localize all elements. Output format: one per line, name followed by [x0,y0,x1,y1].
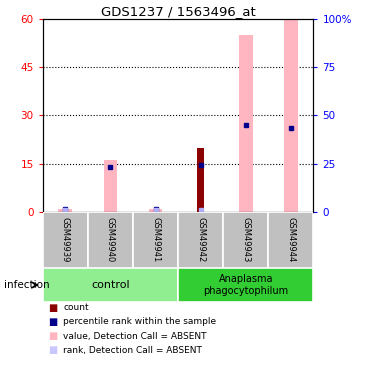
Bar [239,35,253,212]
Text: value, Detection Call = ABSENT: value, Detection Call = ABSENT [63,332,207,340]
Bar [104,160,117,212]
Text: ■: ■ [48,303,58,312]
Text: ■: ■ [48,331,58,341]
Text: count: count [63,303,89,312]
Bar [133,212,178,268]
Text: ■: ■ [48,317,58,327]
Text: rank, Detection Call = ABSENT: rank, Detection Call = ABSENT [63,346,202,355]
Text: ■: ■ [48,345,58,355]
Bar [223,212,268,268]
Bar [284,19,298,212]
Text: GSM49940: GSM49940 [106,217,115,262]
Bar [149,209,162,212]
Title: GDS1237 / 1563496_at: GDS1237 / 1563496_at [101,4,256,18]
Bar [197,147,204,212]
Bar [43,212,88,268]
Bar [59,209,72,212]
Bar [178,212,223,268]
Text: GSM49943: GSM49943 [241,217,250,262]
Text: infection: infection [4,280,49,290]
Bar [178,268,313,302]
Bar [43,268,178,302]
Text: control: control [91,280,130,290]
Text: GSM49942: GSM49942 [196,217,205,262]
Text: GSM49944: GSM49944 [286,217,295,262]
Text: Anaplasma
phagocytophilum: Anaplasma phagocytophilum [203,274,288,296]
Bar [268,212,313,268]
Text: GSM49939: GSM49939 [61,217,70,262]
Text: GSM49941: GSM49941 [151,217,160,262]
Text: percentile rank within the sample: percentile rank within the sample [63,317,216,326]
Bar [88,212,133,268]
